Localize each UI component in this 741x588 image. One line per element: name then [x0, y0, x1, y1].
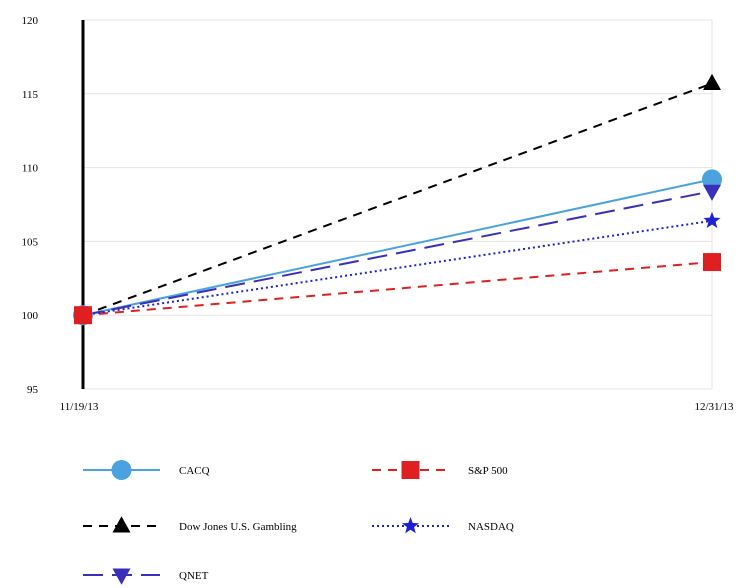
legend-item-2: Dow Jones U.S. Gambling — [83, 516, 297, 533]
y-tick-label-115: 115 — [22, 89, 39, 101]
series-marker-1-start — [74, 306, 92, 325]
legend-swatch-marker-0 — [111, 460, 132, 480]
y-tick-label-95: 95 — [27, 384, 39, 396]
legend-item-0: CACQ — [83, 460, 210, 480]
legend-item-1: S&P 500 — [372, 461, 508, 479]
gridlines — [83, 19, 713, 390]
legend: CACQ S&P 500 Dow Jones U.S. Gambling NASDAQ… — [83, 460, 514, 585]
legend-item-3: NASDAQ — [372, 517, 514, 534]
series-markers — [73, 73, 722, 326]
legend-label-2: Dow Jones U.S. Gambling — [179, 521, 297, 533]
series-marker-3-end — [703, 211, 721, 229]
legend-item-4: QNET — [83, 568, 209, 585]
series-marker-2-end — [703, 73, 721, 90]
legend-label-3: NASDAQ — [468, 521, 514, 533]
series-marker-4-end — [703, 184, 721, 201]
axes: 95 100 105 110 115 120 11/19/13 12/31/13 — [22, 15, 735, 413]
series-line-3 — [82, 219, 713, 317]
series-lines — [82, 82, 713, 317]
series-line-0 — [82, 178, 713, 317]
legend-swatch-marker-4 — [112, 568, 131, 585]
legend-label-1: S&P 500 — [468, 465, 508, 477]
series-marker-0-end — [702, 169, 722, 190]
legend-swatch-marker-3 — [401, 517, 420, 534]
legend-swatch-marker-1 — [401, 461, 420, 479]
series-line-1 — [82, 261, 713, 317]
legend-label-0: CACQ — [179, 465, 210, 477]
y-tick-label-120: 120 — [22, 15, 39, 27]
x-tick-label-0: 11/19/13 — [60, 401, 99, 413]
series-marker-1-end — [703, 253, 721, 272]
y-tick-label-105: 105 — [22, 236, 39, 248]
legend-label-4: QNET — [179, 570, 209, 582]
y-tick-label-110: 110 — [22, 163, 39, 175]
series-line-4 — [82, 190, 713, 317]
y-tick-label-100: 100 — [22, 310, 39, 322]
x-tick-label-1: 12/31/13 — [694, 401, 734, 413]
legend-swatch-marker-2 — [112, 516, 131, 533]
